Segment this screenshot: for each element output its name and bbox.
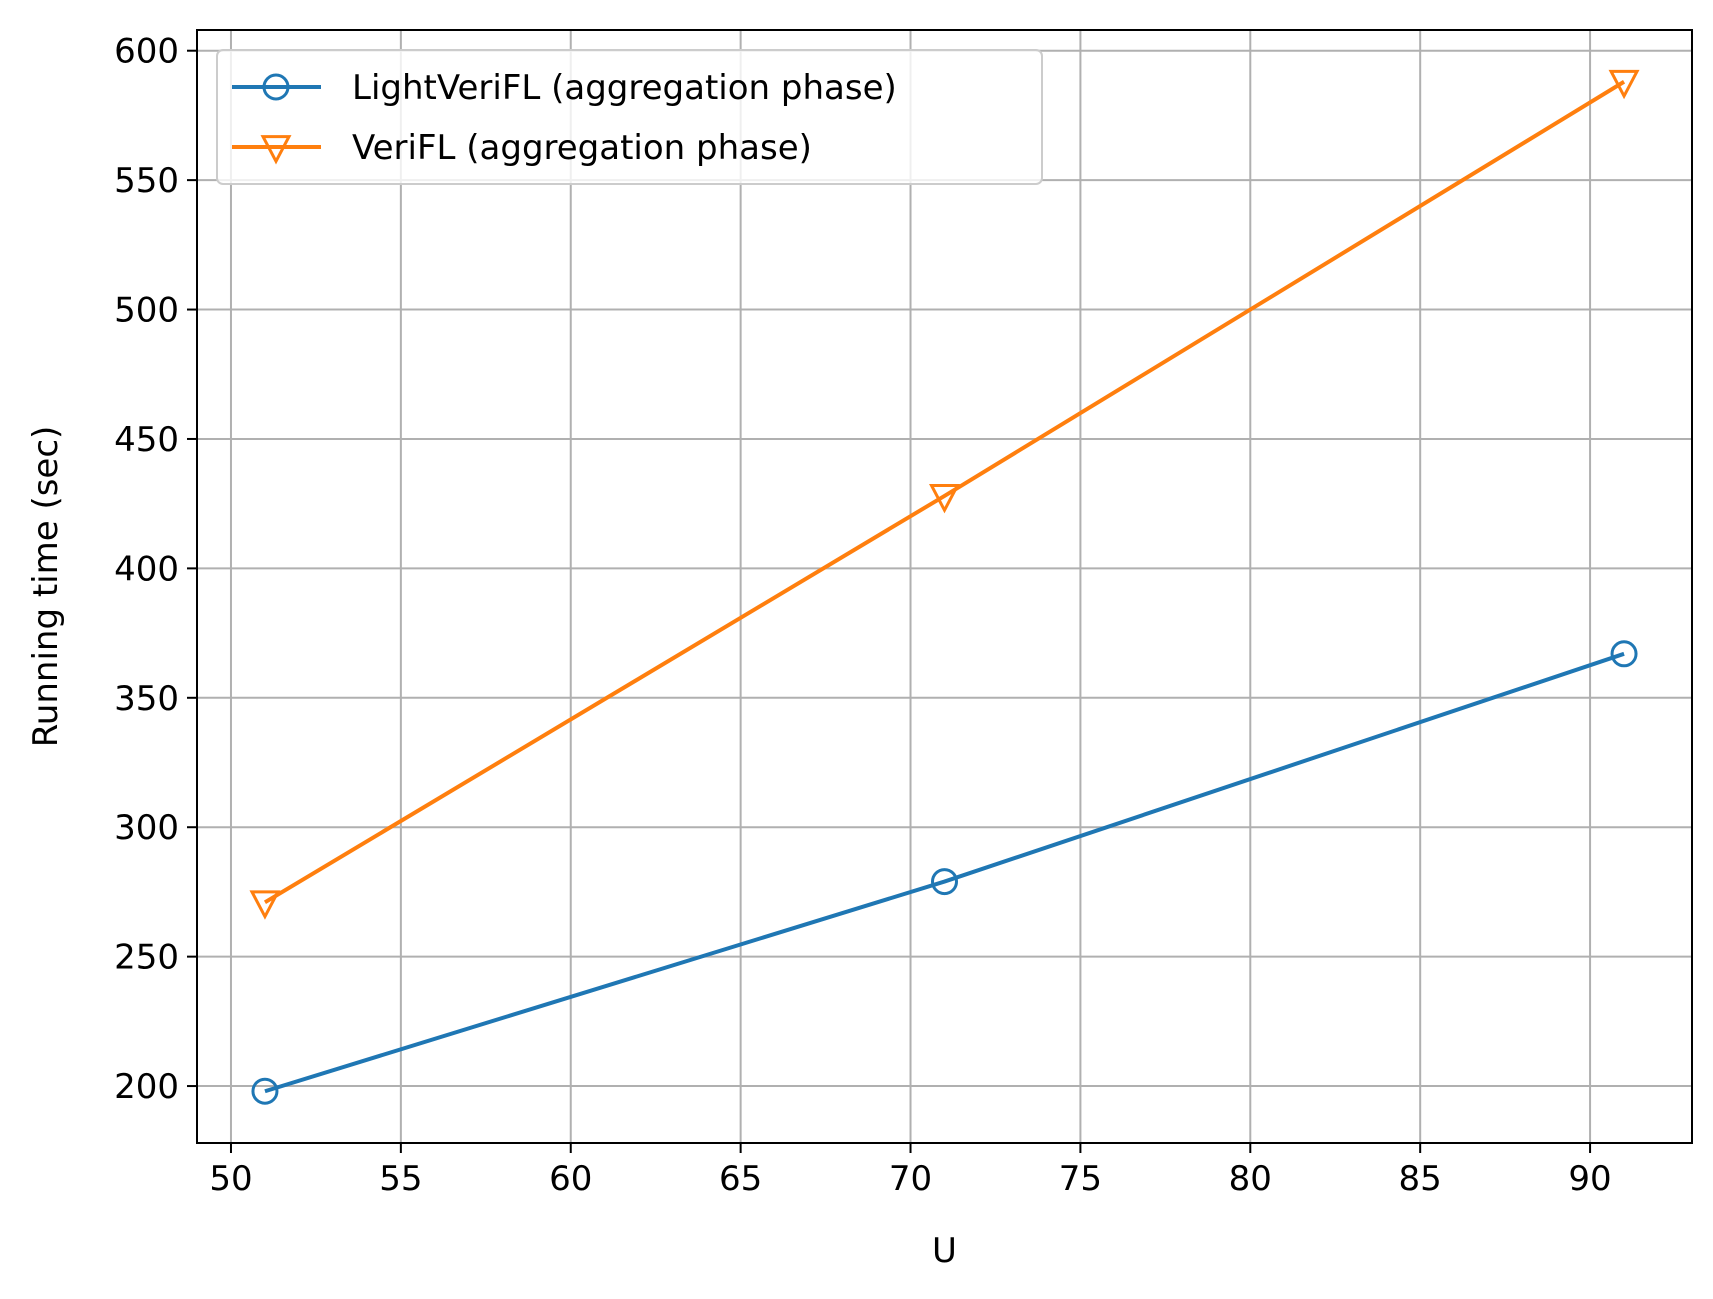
legend-marker xyxy=(262,73,290,101)
legend-label: VeriFL (aggregation phase) xyxy=(352,128,812,168)
y-tick-label: 250 xyxy=(114,938,179,978)
y-tick-label: 550 xyxy=(114,161,179,201)
series-line xyxy=(264,651,1625,1094)
x-tick-label: 70 xyxy=(889,1159,932,1199)
legend-item: VeriFL (aggregation phase) xyxy=(232,128,812,168)
y-tick-label: 350 xyxy=(114,679,179,719)
y-tick-label: 450 xyxy=(114,420,179,460)
x-tick-label: 85 xyxy=(1399,1159,1442,1199)
plot-frame xyxy=(196,29,1693,1144)
data-point xyxy=(1608,69,1640,100)
x-tick-label: 60 xyxy=(549,1159,592,1199)
legend-label: LightVeriFL (aggregation phase) xyxy=(352,68,897,108)
series-layer xyxy=(249,69,1640,1105)
series-0 xyxy=(251,640,1638,1105)
data-point xyxy=(251,1077,279,1105)
grid xyxy=(197,30,1692,1143)
x-tick-label: 55 xyxy=(379,1159,422,1199)
data-point xyxy=(929,484,960,514)
legend-marker xyxy=(260,135,292,165)
x-axis-label: U xyxy=(932,1231,957,1271)
legend-box xyxy=(216,49,1043,185)
y-axis-label: Running time (sec) xyxy=(26,426,66,748)
data-point xyxy=(249,890,281,920)
series-1 xyxy=(249,69,1640,920)
y-tick-label: 300 xyxy=(114,808,179,848)
x-tick-label: 90 xyxy=(1568,1159,1611,1199)
series-line xyxy=(263,80,1626,904)
x-tick-label: 50 xyxy=(209,1159,252,1199)
y-tick-label: 600 xyxy=(114,32,179,72)
data-point xyxy=(1610,640,1638,668)
legend-item: LightVeriFL (aggregation phase) xyxy=(232,68,897,108)
ticks: 50 55 60 65 70 75 80 85 90 200 250 300 350 400 450 500 5… xyxy=(114,32,1612,1199)
x-tick-label: 80 xyxy=(1229,1159,1272,1199)
data-point xyxy=(931,868,958,896)
y-tick-label: 200 xyxy=(114,1067,179,1107)
x-tick-label: 65 xyxy=(719,1159,762,1199)
x-tick-label: 75 xyxy=(1059,1159,1102,1199)
legend: LightVeriFL (aggregation phase) VeriFL (a… xyxy=(216,49,1043,185)
y-tick-label: 400 xyxy=(114,549,179,589)
y-tick-label: 500 xyxy=(114,291,179,331)
